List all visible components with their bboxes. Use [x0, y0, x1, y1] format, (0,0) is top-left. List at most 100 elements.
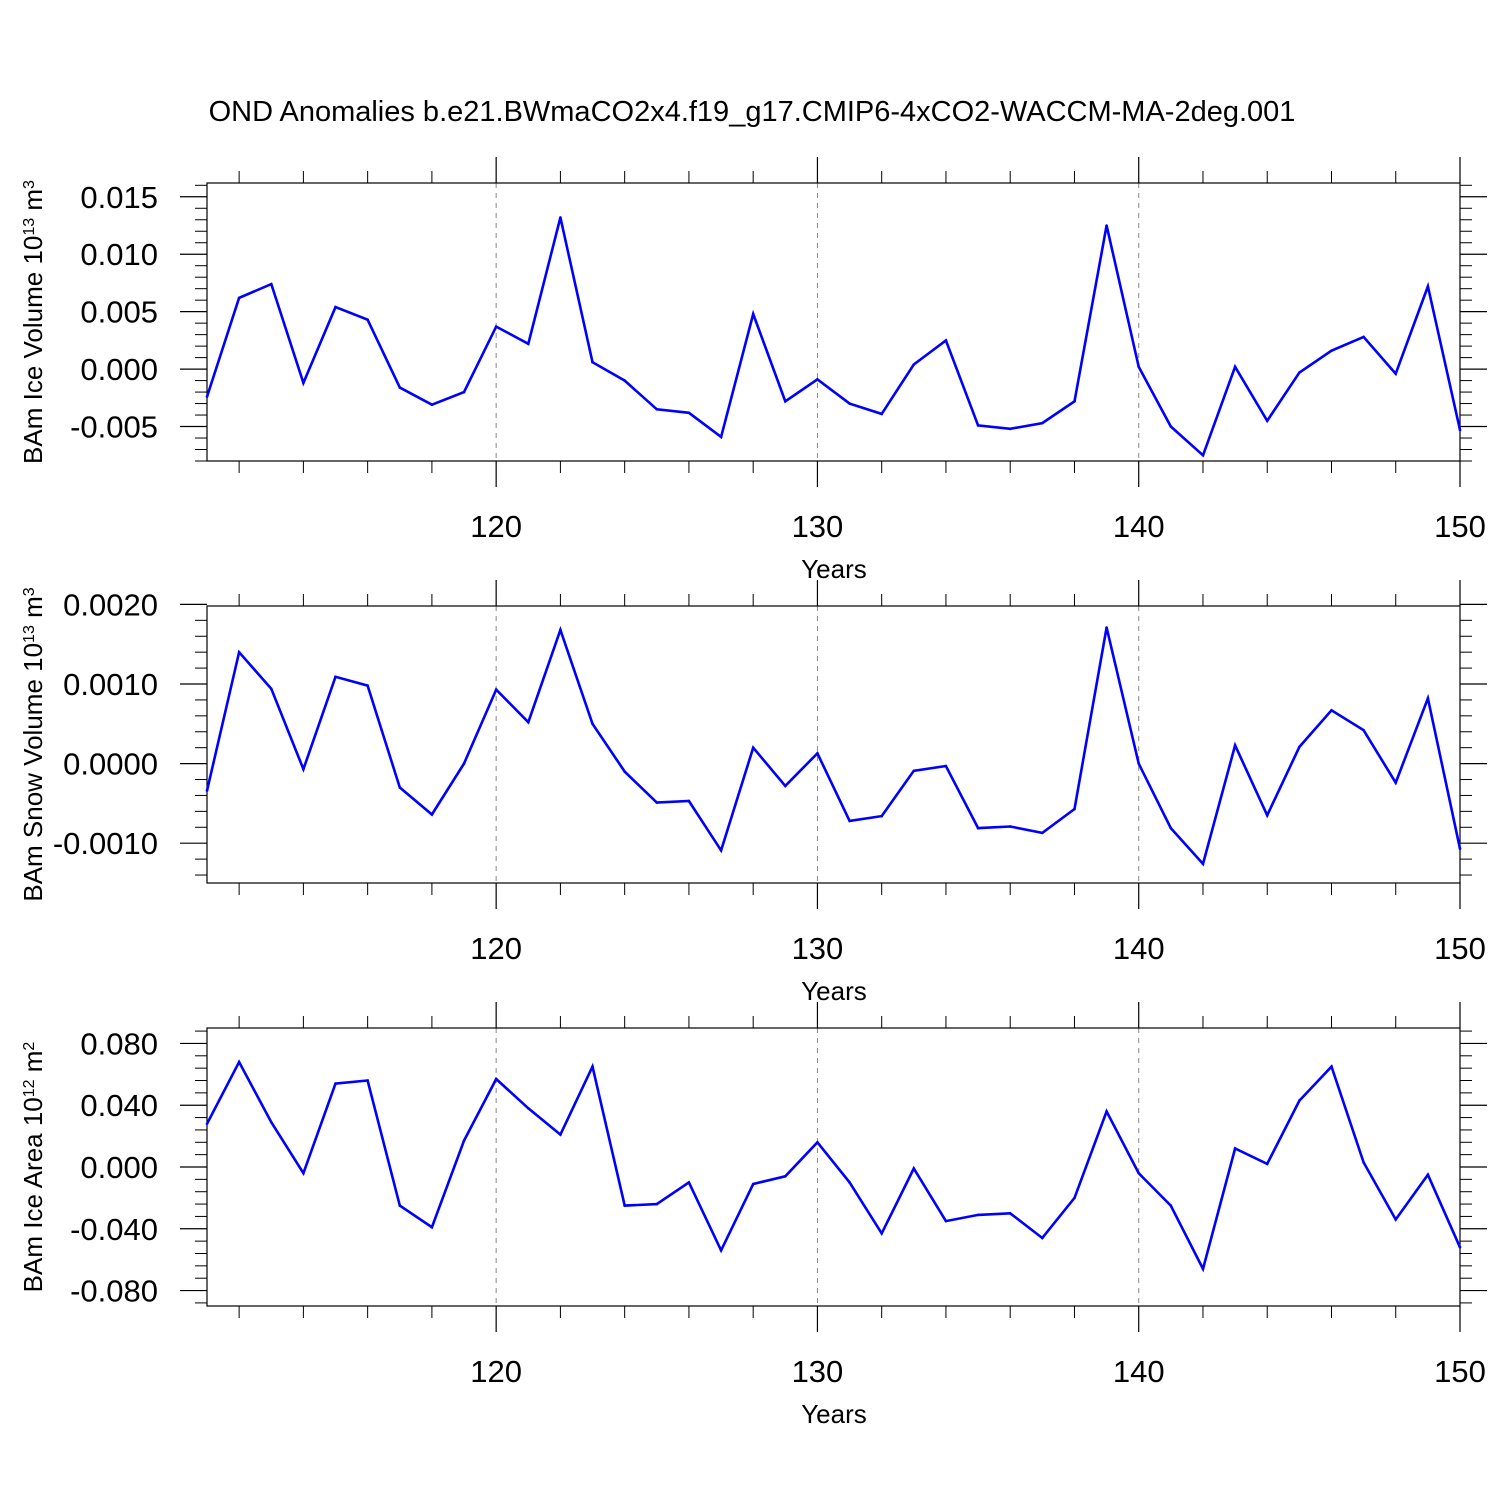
data-point: [559, 1133, 562, 1136]
y-tick-label: -0.0010: [53, 826, 158, 861]
data-point: [430, 813, 434, 816]
data-point: [912, 363, 916, 366]
data-point: [1298, 371, 1301, 374]
data-point: [848, 1181, 851, 1184]
x-axis-title: Years: [801, 1399, 867, 1429]
data-point: [1105, 1110, 1108, 1113]
data-point: [1008, 825, 1012, 828]
data-point: [880, 814, 883, 818]
data-point: [1105, 626, 1108, 629]
y-axis-title: BAm Ice Area 1012 m2: [18, 1042, 48, 1293]
data-point: [237, 650, 241, 654]
data-point: [976, 1213, 980, 1217]
data-point: [526, 1107, 530, 1110]
data-point: [1458, 428, 1462, 432]
data-point: [848, 402, 851, 405]
data-point: [623, 1204, 626, 1207]
y-tick-label: 0.0020: [63, 587, 158, 622]
data-point: [591, 722, 594, 726]
data-point: [1201, 1267, 1205, 1271]
data-point: [1265, 1162, 1269, 1166]
data-point: [1330, 1065, 1333, 1068]
y-tick-label: -0.080: [70, 1274, 158, 1309]
data-point: [719, 435, 723, 439]
data-point: [334, 305, 337, 309]
series-line: [205, 217, 1462, 458]
plot-frame: [206, 605, 1461, 884]
data-point: [880, 412, 883, 416]
data-point: [751, 312, 755, 316]
data-point: [912, 1167, 916, 1170]
data-point: [1394, 1218, 1398, 1221]
data-point: [1233, 365, 1237, 369]
data-point: [398, 1204, 402, 1207]
data-point: [623, 379, 626, 382]
data-point: [1073, 1196, 1076, 1200]
data-point: [559, 628, 562, 632]
panels: 120 130 140 150 -0.005 0.000 0.005 0.010 0.015 Ye…: [18, 157, 1487, 1429]
data-point: [398, 386, 402, 389]
data-point: [1362, 728, 1365, 732]
data-point: [1330, 349, 1333, 353]
data-point: [1137, 762, 1141, 765]
data-point: [269, 1120, 273, 1124]
data-point: [944, 339, 948, 342]
data-point: [976, 826, 980, 830]
data-point: [719, 1249, 723, 1252]
data-point: [526, 342, 530, 346]
x-tick-label: 130: [792, 931, 844, 966]
data-point: [237, 296, 241, 300]
data-point: [1362, 1161, 1365, 1164]
x-tick-label: 120: [470, 931, 522, 966]
panel-2: 120 130 140 150 -0.0010 0.0000 0.0010 0.0020 Yea…: [18, 580, 1487, 1006]
data-point: [462, 390, 466, 394]
y-tick-label: 0.015: [80, 180, 158, 215]
x-tick-label: 120: [470, 1354, 522, 1389]
data-point: [784, 399, 787, 403]
data-point: [591, 1065, 594, 1068]
data-point: [1073, 807, 1076, 811]
data-point: [1426, 285, 1430, 288]
data-point: [1201, 862, 1205, 866]
data-point: [655, 1202, 659, 1206]
data-point: [1298, 1099, 1301, 1102]
data-point: [1458, 847, 1462, 851]
series-line: [205, 625, 1462, 867]
data-point: [462, 762, 466, 765]
data-point: [398, 786, 402, 789]
x-tick-label: 150: [1434, 931, 1486, 966]
y-tick-label: 0.000: [80, 1150, 158, 1185]
y-tick-label: -0.005: [70, 410, 158, 445]
data-point: [1394, 372, 1398, 375]
data-point: [1041, 421, 1044, 425]
x-axis-title: Years: [801, 554, 867, 584]
data-point: [1008, 1212, 1012, 1215]
data-point: [1137, 365, 1141, 369]
data-point: [719, 849, 723, 852]
data-point: [205, 1122, 209, 1126]
x-tick-label: 140: [1113, 1354, 1165, 1389]
data-point: [494, 688, 498, 691]
data-point: [1233, 1147, 1237, 1150]
x-axis-title: Years: [801, 976, 867, 1006]
data-point: [1169, 1204, 1173, 1207]
x-tick-label: 150: [1434, 509, 1486, 544]
y-tick-label: 0.000: [80, 352, 158, 387]
data-point: [1041, 1236, 1044, 1240]
data-point: [334, 1082, 337, 1085]
data-point: [302, 767, 305, 771]
data-point: [1298, 745, 1301, 749]
figure-title: OND Anomalies b.e21.BWmaCO2x4.f19_g17.CM…: [209, 96, 1296, 128]
data-point: [1169, 425, 1173, 428]
y-axis-title: BAm Ice Volume 1013 m3: [18, 180, 48, 464]
data-point: [655, 408, 659, 411]
data-point: [430, 403, 434, 407]
data-point: [880, 1232, 883, 1235]
data-point: [1105, 224, 1108, 227]
y-tick-label: 0.0010: [63, 667, 158, 702]
data-point: [1008, 427, 1012, 431]
x-tick-label: 120: [470, 509, 522, 544]
data-point: [1265, 419, 1269, 423]
data-point: [334, 675, 337, 679]
